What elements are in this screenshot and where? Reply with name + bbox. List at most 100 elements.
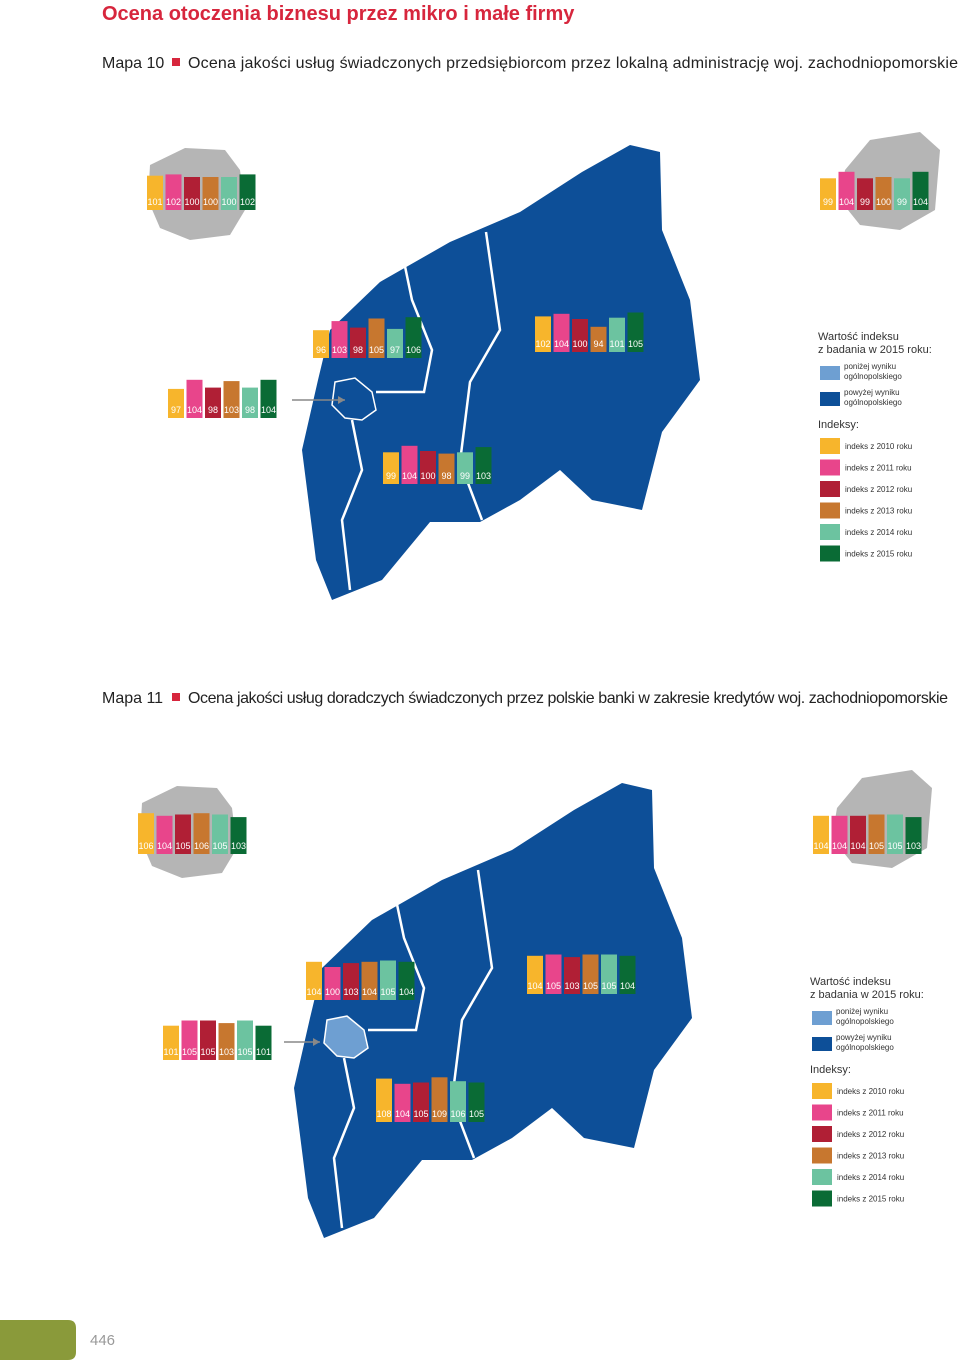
bar-label: 104 bbox=[157, 841, 172, 851]
bar-label: 105 bbox=[200, 1047, 215, 1057]
legend-text: indeks z 2012 roku bbox=[837, 1130, 904, 1139]
legend-swatch bbox=[820, 481, 840, 497]
index-bar bbox=[438, 453, 455, 484]
bar-label: 105 bbox=[182, 1047, 197, 1057]
index-bar bbox=[401, 445, 418, 484]
index-bar bbox=[905, 817, 922, 854]
page-title: Ocena otoczenia biznesu przez mikro i ma… bbox=[102, 3, 575, 25]
bar-label: 104 bbox=[839, 197, 854, 207]
subregion-border bbox=[368, 889, 426, 1032]
index-bar bbox=[212, 814, 228, 854]
bar-label: 104 bbox=[554, 339, 569, 349]
index-bar bbox=[545, 954, 562, 994]
index-bar bbox=[361, 961, 378, 1000]
bar-label: 104 bbox=[399, 987, 414, 997]
legend-text: poniżej wyniku bbox=[844, 362, 896, 371]
legend-swatch bbox=[812, 1169, 832, 1185]
bar-label: 98 bbox=[441, 471, 451, 481]
bar-label: 105 bbox=[887, 841, 902, 851]
index-bar bbox=[255, 1025, 272, 1060]
index-bar bbox=[627, 312, 644, 352]
legend-heading: Wartość indeksu bbox=[818, 331, 899, 343]
region-map bbox=[302, 145, 700, 600]
legend-swatch bbox=[812, 1147, 832, 1164]
index-bar bbox=[813, 815, 829, 854]
legend-heading: z badania w 2015 roku: bbox=[810, 989, 924, 1001]
bar-label: 99 bbox=[386, 471, 396, 481]
index-bar bbox=[260, 379, 277, 418]
index-bar bbox=[420, 451, 436, 484]
index-bar bbox=[383, 452, 399, 484]
index-bar bbox=[457, 452, 473, 484]
bar-label: 94 bbox=[593, 339, 603, 349]
legend-text: indeks z 2011 roku bbox=[837, 1109, 904, 1118]
legend-heading: Wartość indeksu bbox=[810, 976, 891, 988]
bar-label: 104 bbox=[913, 197, 928, 207]
legend-text: poniżej wyniku bbox=[836, 1007, 888, 1016]
bar-label: 105 bbox=[175, 841, 190, 851]
legend-swatch bbox=[820, 502, 840, 519]
bar-label: 101 bbox=[609, 339, 624, 349]
index-bar bbox=[387, 328, 403, 358]
bar-label: 104 bbox=[813, 841, 828, 851]
city-region bbox=[323, 1015, 369, 1059]
bar-label: 101 bbox=[256, 1047, 271, 1057]
legend-text: powyżej wyniku bbox=[836, 1033, 892, 1042]
bar-label: 105 bbox=[869, 841, 884, 851]
bar-label: 98 bbox=[353, 345, 363, 355]
bar-label: 100 bbox=[420, 471, 435, 481]
bar-label: 105 bbox=[369, 345, 384, 355]
index-bar bbox=[368, 318, 385, 358]
index-bar bbox=[313, 330, 329, 358]
legend-text: indeks z 2010 roku bbox=[837, 1087, 904, 1096]
bar-label: 100 bbox=[203, 197, 218, 207]
index-bar bbox=[887, 814, 903, 854]
index-bar bbox=[838, 171, 855, 210]
legend-text: ogólnopolskiego bbox=[844, 372, 902, 381]
bar-label: 104 bbox=[306, 987, 321, 997]
bar-label: 100 bbox=[221, 197, 236, 207]
index-bar bbox=[582, 954, 599, 994]
index-bar bbox=[820, 178, 836, 210]
index-bar bbox=[431, 1077, 448, 1122]
legend-swatch bbox=[820, 545, 840, 562]
legend-text: ogólnopolskiego bbox=[836, 1043, 894, 1052]
index-bar bbox=[527, 955, 543, 994]
index-bar bbox=[590, 326, 607, 352]
bar-label: 103 bbox=[343, 987, 358, 997]
bar-label: 106 bbox=[138, 841, 153, 851]
bar-label: 103 bbox=[224, 405, 239, 415]
bar-label: 105 bbox=[413, 1109, 428, 1119]
page-tab bbox=[0, 1320, 76, 1360]
index-bar bbox=[343, 963, 359, 1000]
bar-label: 104 bbox=[261, 405, 276, 415]
bar-label: 105 bbox=[628, 339, 643, 349]
bar-label: 105 bbox=[583, 981, 598, 991]
bar-label: 101 bbox=[147, 197, 162, 207]
index-bar bbox=[163, 1025, 179, 1060]
legend-text: indeks z 2010 roku bbox=[845, 442, 912, 451]
bar-label: 103 bbox=[231, 841, 246, 851]
index-bar bbox=[223, 381, 240, 418]
legend-swatch bbox=[812, 1083, 832, 1099]
bar-label: 98 bbox=[208, 405, 218, 415]
bar-label: 104 bbox=[527, 981, 542, 991]
bar-label: 103 bbox=[564, 981, 579, 991]
bar-label: 106 bbox=[450, 1109, 465, 1119]
map-title: Ocena jakości usług doradczych świadczon… bbox=[188, 690, 948, 707]
bar-label: 103 bbox=[332, 345, 347, 355]
index-bar bbox=[202, 177, 219, 210]
legend-swatch bbox=[812, 1104, 832, 1121]
index-bar bbox=[218, 1023, 235, 1060]
arrow-head bbox=[313, 1038, 320, 1046]
bar-label: 99 bbox=[860, 197, 870, 207]
bar-label: 106 bbox=[406, 345, 421, 355]
index-bar bbox=[380, 960, 396, 1000]
page-number: 446 bbox=[90, 1332, 115, 1349]
index-bar bbox=[572, 319, 588, 352]
bar-label: 105 bbox=[546, 981, 561, 991]
index-bar bbox=[475, 447, 492, 484]
legend-subheading: Indeksy: bbox=[810, 1064, 851, 1076]
legend-swatch bbox=[820, 459, 840, 476]
